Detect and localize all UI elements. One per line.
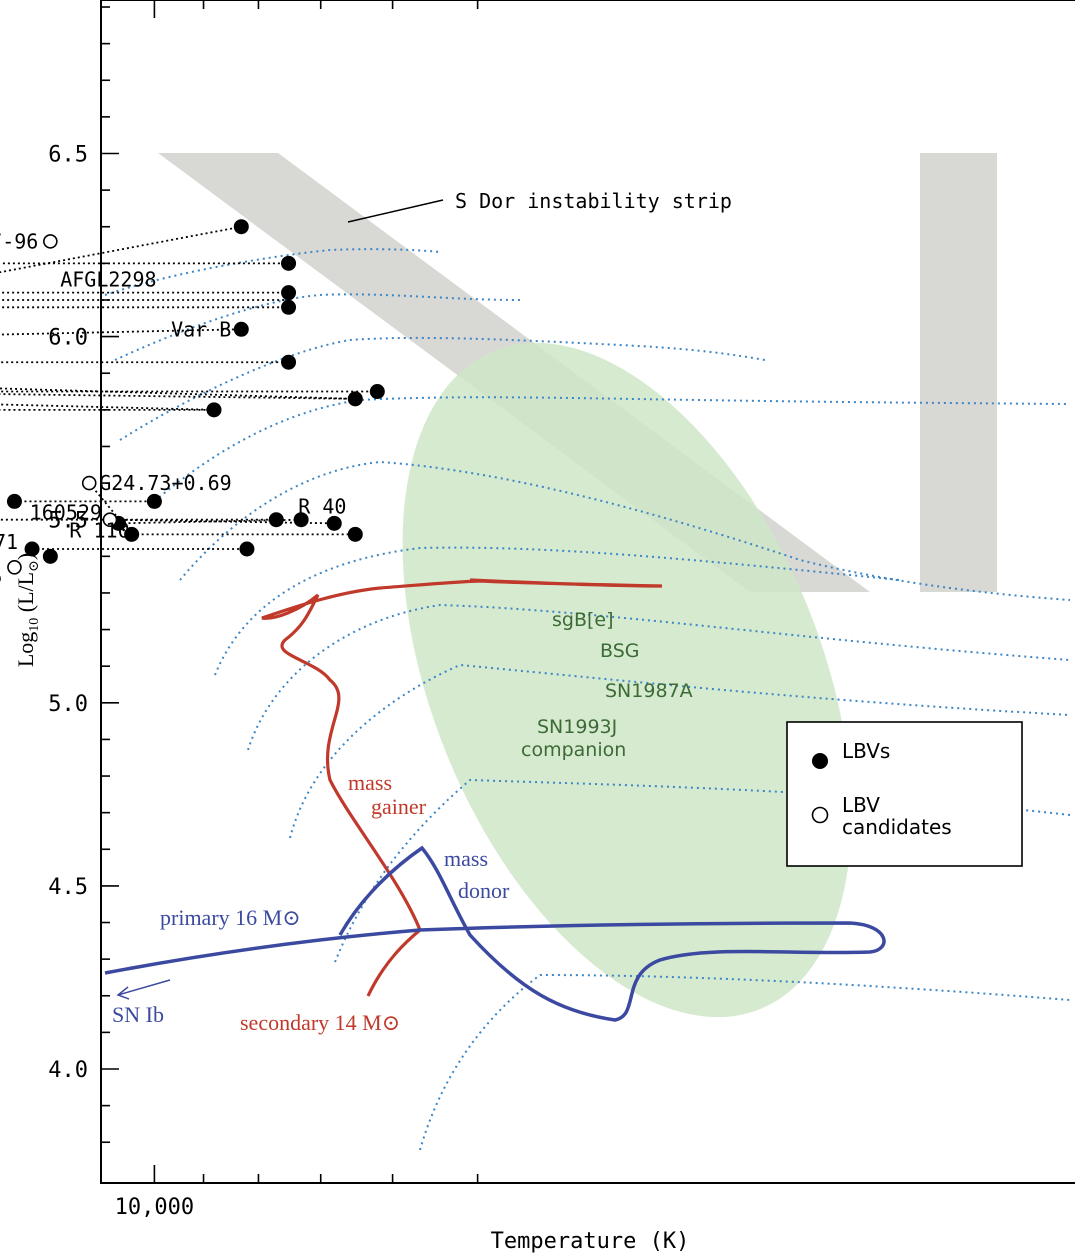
lbv-marker [24,541,40,557]
legend-candidate-label-2: candidates [842,815,952,839]
lbv-marker [124,526,140,542]
lbv-marker [146,493,162,509]
y-tick-label: 6.0 [48,326,88,351]
lbv-connector [0,393,356,400]
lbv-marker [281,255,297,271]
star-label: Wray 17-96 [0,229,38,253]
star-label: R 71 [0,530,18,554]
lbv-marker [347,526,363,542]
star-labels: Eta CarHD 5980Var 83AF AndAG CarR 127GR2… [0,229,346,588]
lbv-marker [268,512,284,528]
lbv-marker [347,391,363,407]
mass-donor-track [104,845,886,1022]
sgb-bsg-region [402,342,852,1018]
track-60 [119,336,766,441]
legend-box [786,721,1023,867]
data-markers [6,219,385,575]
plot-frame [100,0,1075,1184]
mass-gainer-label-2: gainer [371,794,427,819]
legend-lbv-label: LBVs [842,739,890,763]
legend-lbv-marker [812,753,828,769]
lbv-candidate-marker [81,475,97,491]
lbv-connector [0,387,356,400]
lbv-marker [281,299,297,315]
strip-label-leader [347,199,444,223]
star-label: G24.73+0.69 [99,471,231,495]
mass-gainer-track [261,578,663,997]
lbv-connector [118,518,302,525]
legend: LBVs LBV candidates [786,721,1023,867]
sn1993j-label: SN1993J [537,716,617,738]
lbv-candidate-marker [43,234,58,249]
star-label: 160529 [30,501,102,525]
lbv-marker [281,354,297,370]
strip-label: S Dor instability strip [455,189,732,213]
legend-candidate-marker [811,806,829,824]
star-label: Var B [171,317,231,341]
star-label: R 40 [298,495,346,519]
track-50 [149,396,1071,506]
mass-donor-label-1: mass [444,846,488,871]
lbv-connector [0,225,242,274]
bsg-label: BSG [600,640,639,662]
lbv-marker [233,219,249,235]
sn-ib-label: SN Ib [112,1002,164,1027]
lbv-marker [369,384,385,400]
lbv-connector [0,403,215,411]
sn-ib-arrow [116,979,171,1000]
y-tick-label: 4.0 [48,1058,88,1083]
y-axis-title: Log10 (L/L⊙) [13,553,42,667]
sgb-label: sgB[e] [552,609,614,631]
lbv-marker [6,493,22,509]
lbv-marker [42,548,58,564]
lbv-marker [206,402,222,418]
lbv-marker [233,321,249,337]
lbv-marker [326,515,342,531]
secondary-label: secondary 14 M⊙ [240,1010,400,1035]
cool-instability-strip [920,153,997,592]
track-40 [179,460,1071,601]
lbv-marker [293,512,309,528]
mass-gainer-label-1: mass [348,770,392,795]
star-label: 168625 [0,564,2,588]
y-tick-label: 5.5 [48,509,88,534]
star-label: AFGL2298 [60,268,156,292]
track-30 [214,546,901,676]
y-tick-label: 4.5 [48,875,88,900]
sn1993j-companion-label: companion [521,739,626,761]
lbv-candidate-marker [7,560,22,575]
lbv-candidate-marker [102,512,118,528]
primary-label: primary 16 M⊙ [160,905,301,930]
sn1987a-label: SN1987A [605,680,693,702]
star-label: R 110 [69,518,129,542]
x-axis-title: Temperature (K) [491,1229,690,1254]
x-tick-label: 10,000 [115,1195,194,1220]
lbv-marker [281,285,297,301]
legend-candidate-label-1: LBV [842,793,880,817]
mass-donor-label-2: donor [458,878,510,903]
y-tick-label: 5.0 [48,692,88,717]
y-tick-label: 6.5 [48,143,88,168]
lbv-marker [239,541,255,557]
